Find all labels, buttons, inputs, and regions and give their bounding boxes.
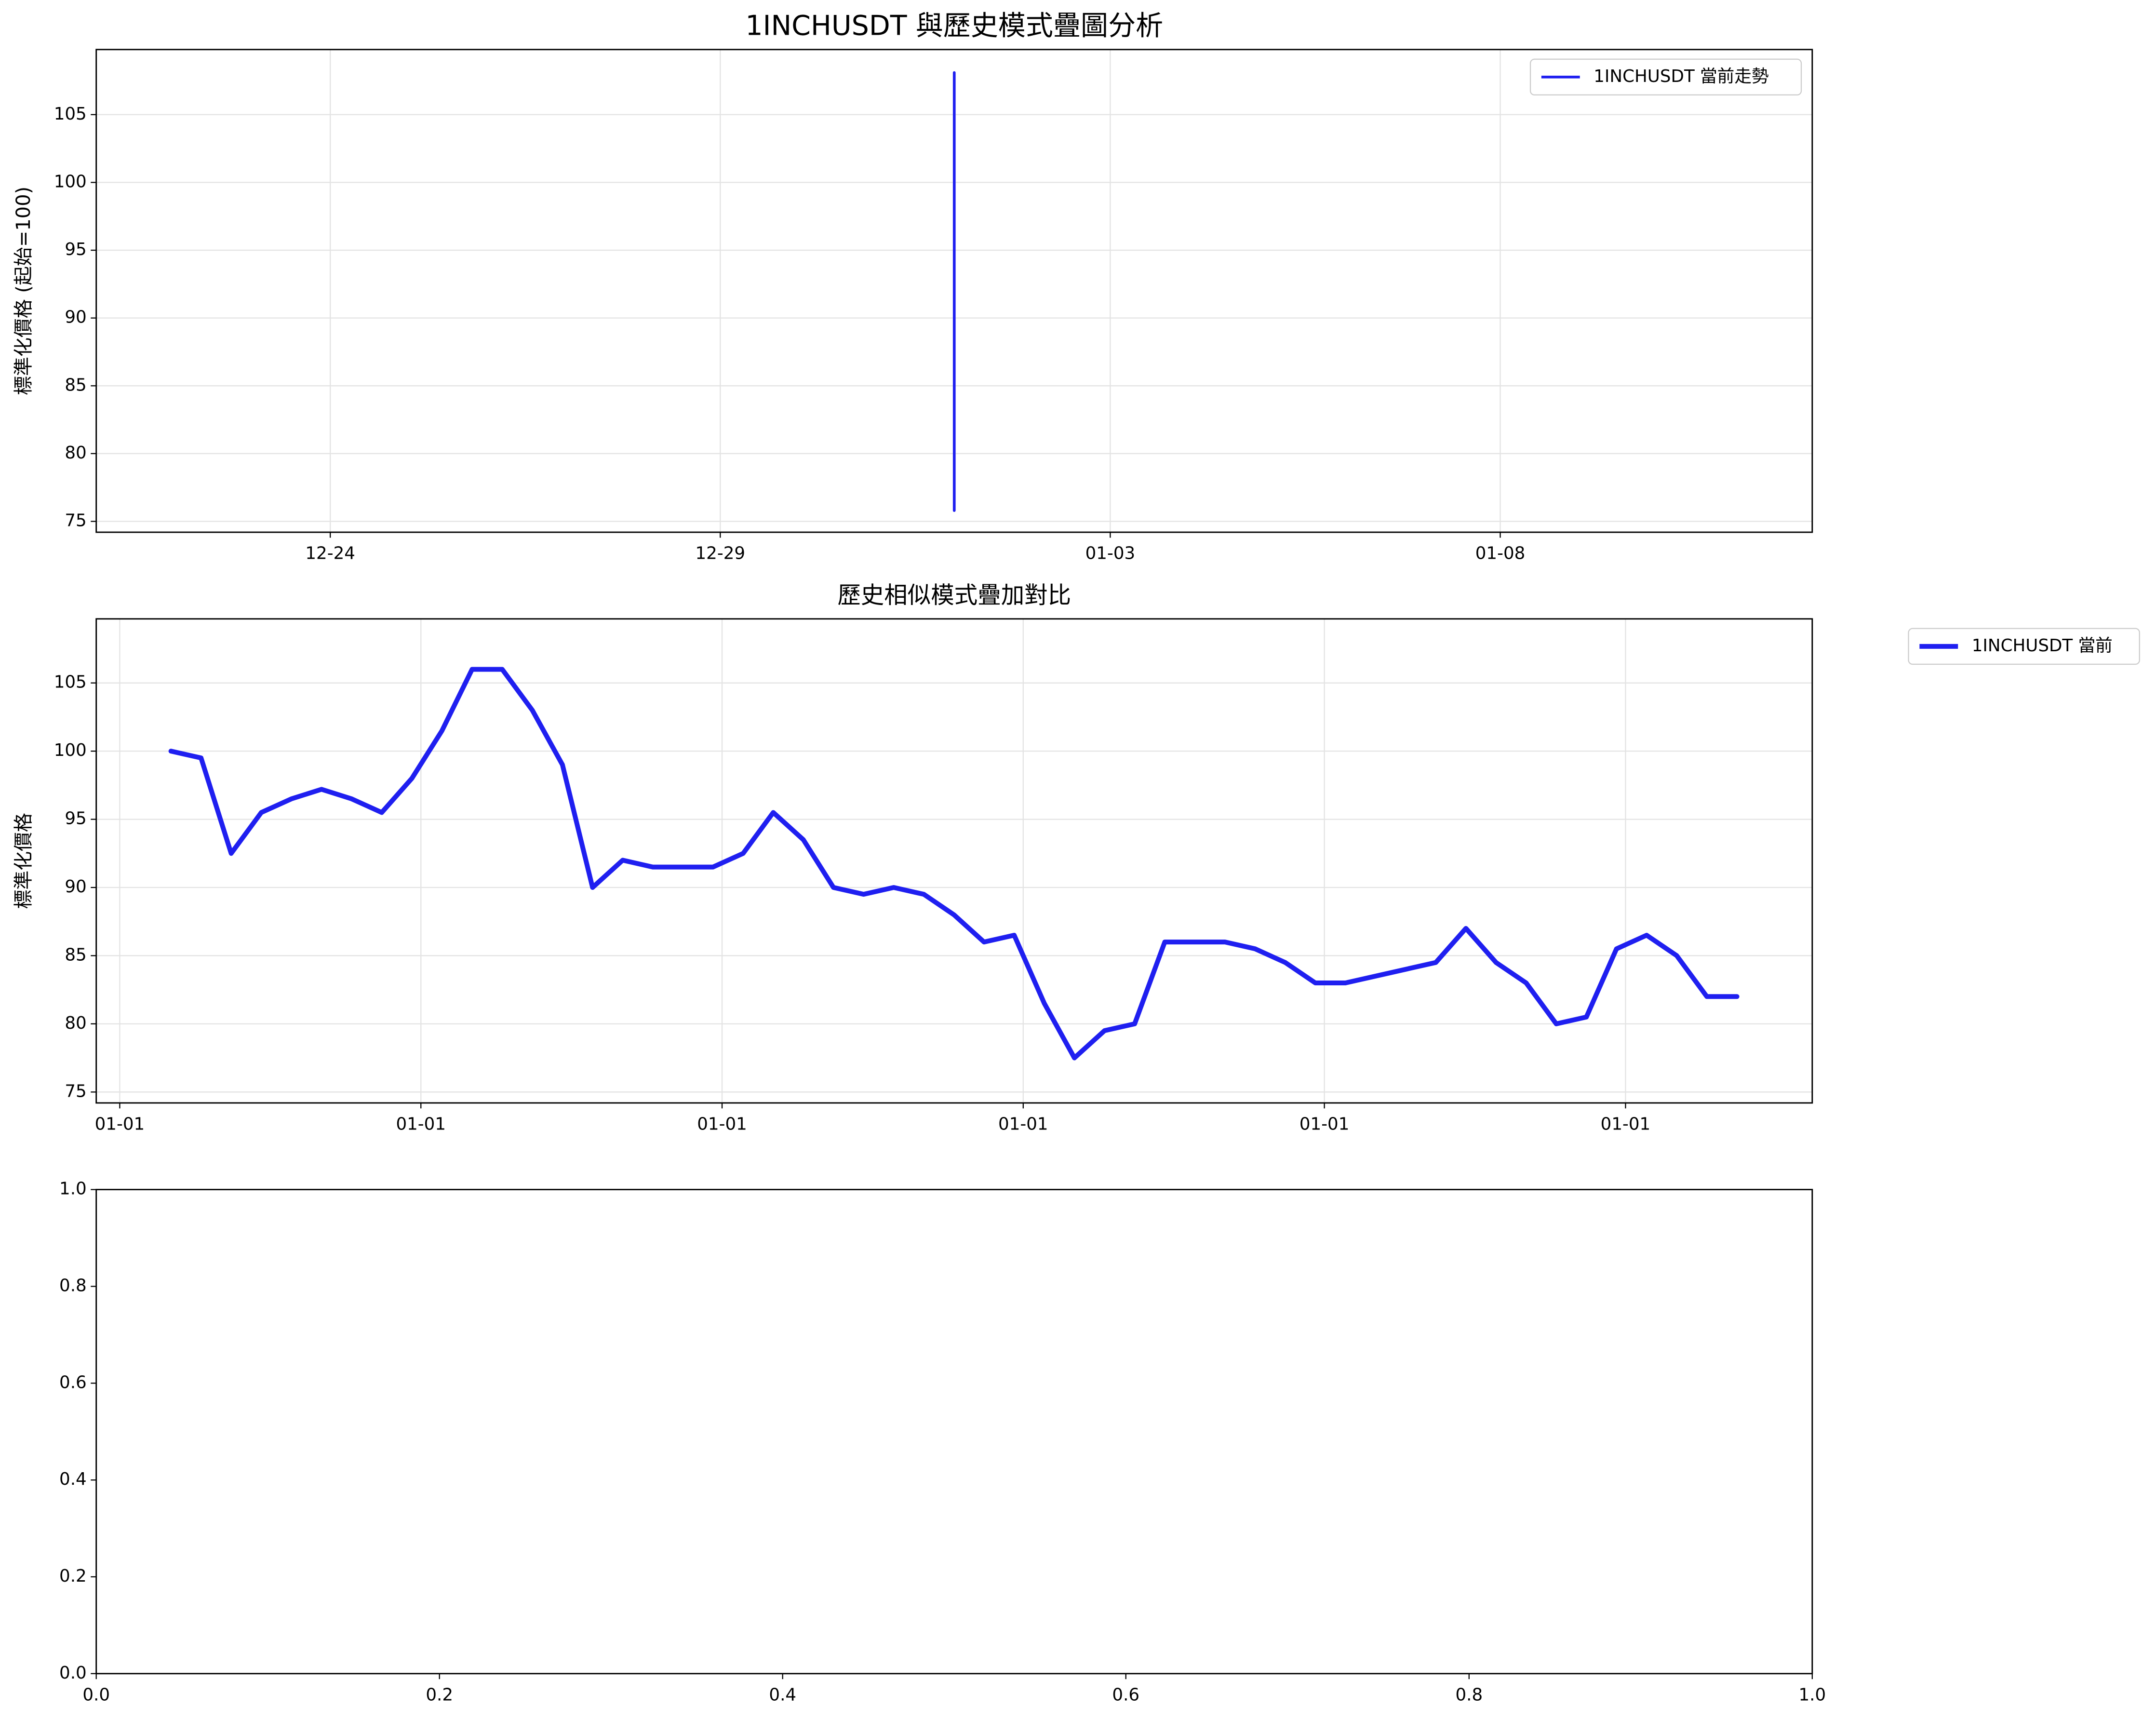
x-tick-label: 12-24 bbox=[305, 544, 355, 564]
legend-box bbox=[1908, 628, 2140, 665]
y-axis-label: 標準化價格 (起始=100) bbox=[13, 187, 35, 395]
y-tick-label: 75 bbox=[65, 1081, 86, 1101]
chart-title: 歷史相似模式疊加對比 bbox=[837, 582, 1071, 609]
y-tick-label: 90 bbox=[65, 308, 86, 327]
x-tick-label: 01-01 bbox=[1601, 1115, 1651, 1134]
y-tick-label: 0.8 bbox=[59, 1276, 87, 1295]
y-tick-label: 90 bbox=[65, 877, 86, 897]
y-tick-label: 105 bbox=[54, 104, 87, 124]
y-tick-label: 0.0 bbox=[59, 1663, 87, 1683]
y-tick-label: 80 bbox=[65, 1013, 86, 1033]
y-tick-label: 105 bbox=[54, 672, 87, 692]
x-tick-label: 01-01 bbox=[396, 1115, 446, 1134]
y-tick-label: 80 bbox=[65, 443, 86, 463]
x-tick-label: 01-03 bbox=[1085, 544, 1136, 564]
plot-frame bbox=[95, 618, 1813, 1104]
y-axis-label: 標準化價格 bbox=[13, 813, 35, 909]
x-tick-label: 01-01 bbox=[697, 1115, 747, 1134]
x-tick-label: 0.0 bbox=[82, 1685, 110, 1705]
y-tick-label: 85 bbox=[65, 375, 86, 395]
x-tick-label: 0.8 bbox=[1455, 1685, 1483, 1705]
x-tick-label: 0.6 bbox=[1112, 1685, 1139, 1705]
y-tick-label: 0.4 bbox=[59, 1469, 87, 1489]
x-tick-label: 01-01 bbox=[1299, 1115, 1350, 1134]
chart-title: 1INCHUSDT 與歷史模式疊圖分析 bbox=[745, 10, 1163, 42]
x-tick-label: 01-01 bbox=[998, 1115, 1048, 1134]
x-tick-label: 01-08 bbox=[1475, 544, 1526, 564]
data-line bbox=[168, 667, 1740, 1061]
y-tick-label: 95 bbox=[65, 240, 86, 259]
legend-label: 1INCHUSDT 當前 bbox=[1972, 636, 2113, 656]
plot-frame bbox=[95, 1189, 1813, 1675]
x-tick-label: 0.4 bbox=[769, 1685, 796, 1705]
y-tick-label: 100 bbox=[54, 740, 87, 760]
y-tick-label: 0.2 bbox=[59, 1566, 87, 1586]
y-tick-label: 85 bbox=[65, 945, 86, 965]
x-tick-label: 1.0 bbox=[1798, 1685, 1826, 1705]
y-tick-label: 95 bbox=[65, 809, 86, 829]
y-tick-label: 75 bbox=[65, 511, 86, 531]
x-tick-label: 0.2 bbox=[426, 1685, 453, 1705]
y-tick-label: 100 bbox=[54, 172, 87, 191]
y-tick-label: 1.0 bbox=[59, 1179, 87, 1199]
plot-frame bbox=[95, 49, 1813, 533]
x-tick-label: 12-29 bbox=[695, 544, 745, 564]
legend-label: 1INCHUSDT 當前走勢 bbox=[1594, 67, 1768, 86]
x-tick-label: 01-01 bbox=[95, 1115, 145, 1134]
legend-box bbox=[1529, 58, 1802, 96]
y-tick-label: 0.6 bbox=[59, 1372, 87, 1392]
